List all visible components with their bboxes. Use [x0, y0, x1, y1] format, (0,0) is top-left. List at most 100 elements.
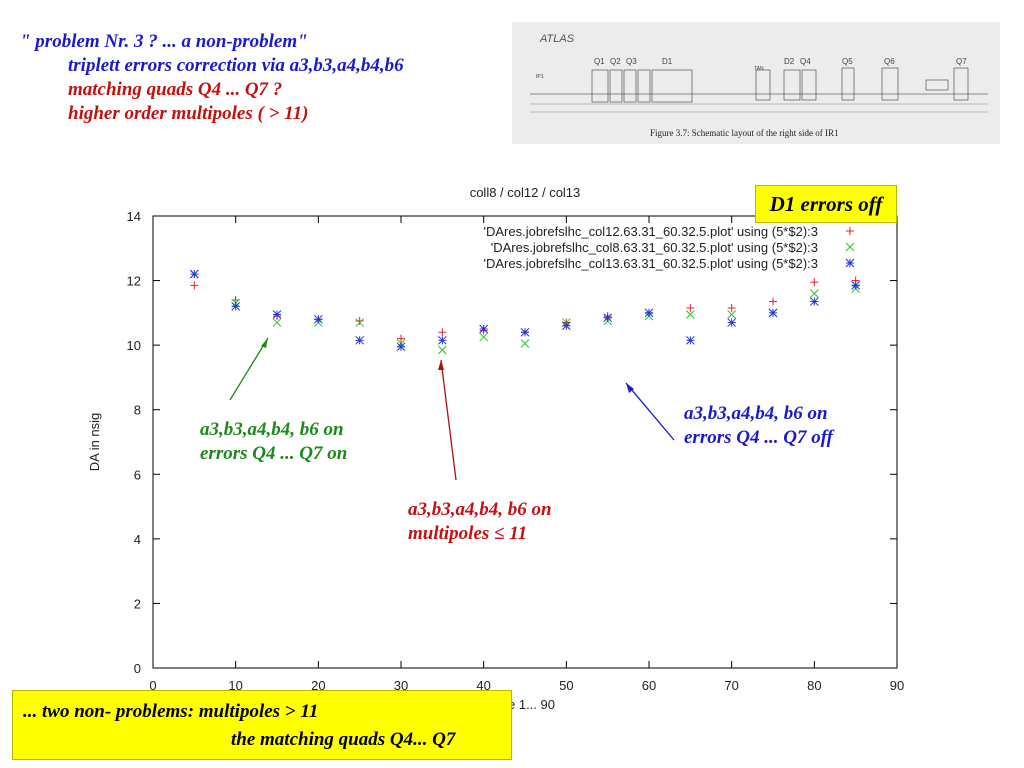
atlas-q4: Q4 — [800, 57, 811, 66]
annotation-blue-line-2: errors Q4 ... Q7 off — [684, 427, 834, 448]
annotation-blue-line-1: a3,b3,a4,b4, b6 on — [684, 403, 828, 424]
footer-note-box: ... two non- problems: multipoles > 11 t… — [12, 690, 512, 760]
annotation-blue: a3,b3,a4,b4, b6 on errors Q4 ... Q7 off — [684, 402, 833, 450]
data-point-series-2 — [520, 339, 530, 348]
green-arrow-head — [261, 338, 268, 348]
x-tick-label: 30 — [394, 678, 408, 693]
data-point-series-3 — [355, 335, 365, 345]
atlas-schematic: ATLAS IP1 Q1 Q2 Q3 D1 TAN D2 Q4 Q5 — [530, 33, 988, 138]
data-point-series-3 — [809, 297, 819, 306]
atlas-q5: Q5 — [842, 57, 853, 66]
data-point-series-2 — [355, 318, 365, 327]
data-point-series-3 — [851, 281, 861, 290]
atlas-q6: Q6 — [884, 57, 895, 66]
y-tick-label: 10 — [127, 338, 141, 353]
data-point-series-3 — [272, 310, 282, 319]
plot-frame — [152, 215, 898, 669]
x-tick-label: 90 — [890, 678, 904, 693]
x-tick-label: 10 — [228, 678, 242, 693]
header-line-3: matching quads Q4 ... Q7 ? — [68, 79, 283, 100]
data-point-series-2 — [272, 318, 282, 327]
data-point-series-3 — [603, 313, 613, 323]
footer-line-2: the matching quads Q4... Q7 — [231, 729, 456, 750]
annotation-red: a3,b3,a4,b4, b6 on multipoles ≤ 11 — [408, 498, 552, 546]
data-point-series-2 — [479, 332, 489, 342]
data-point-series-3 — [437, 335, 447, 345]
atlas-q3: Q3 — [626, 57, 637, 66]
x-tick-label: 70 — [724, 678, 738, 693]
data-point-series-1 — [190, 281, 199, 290]
annotation-red-line-1: a3,b3,a4,b4, b6 on — [408, 499, 552, 520]
y-tick-label: 8 — [134, 403, 141, 418]
data-point-series-3 — [313, 314, 323, 324]
legend-marker-3 — [845, 258, 855, 268]
x-tick-label: 20 — [311, 678, 325, 693]
legend-marker-2 — [845, 242, 855, 252]
legend-entry-1: 'DAres.jobrefslhc_col12.63.31_60.32.5.pl… — [483, 224, 818, 239]
legend-marker-1 — [846, 227, 854, 235]
atlas-label: ATLAS — [539, 33, 575, 45]
chart-legend: 'DAres.jobrefslhc_col12.63.31_60.32.5.pl… — [483, 224, 855, 271]
header-line-4: higher order multipoles ( > 11) — [68, 103, 309, 124]
legend-entry-3: 'DAres.jobrefslhc_col13.63.31_60.32.5.pl… — [483, 256, 818, 271]
annotation-green-line-1: a3,b3,a4,b4, b6 on — [200, 419, 344, 440]
chart-title: coll8 / col12 / col13 — [470, 185, 581, 200]
y-tick-label: 14 — [127, 209, 141, 224]
data-points — [189, 269, 861, 355]
green-arrow — [229, 337, 269, 401]
d1-errors-off-box: D1 errors off — [755, 185, 897, 223]
x-tick-label: 80 — [807, 678, 821, 693]
data-point-series-2 — [685, 310, 695, 319]
header-line-2: triplett errors correction via a3,b3,a4,… — [68, 55, 404, 76]
data-point-series-2 — [727, 310, 737, 319]
y-tick-label: 12 — [127, 274, 141, 289]
atlas-layout-figure: ATLAS IP1 Q1 Q2 Q3 D1 TAN D2 Q4 Q5 — [512, 22, 1000, 144]
x-tick-label: 40 — [476, 678, 490, 693]
data-point-series-3 — [768, 308, 778, 318]
annotation-red-line-2: multipoles ≤ 11 — [408, 523, 528, 544]
atlas-caption: Figure 3.7: Schematic layout of the righ… — [650, 128, 838, 138]
red-arrow — [440, 359, 457, 481]
data-point-series-3 — [231, 302, 241, 311]
y-tick-label: 0 — [134, 661, 141, 676]
atlas-q7: Q7 — [956, 57, 967, 66]
footer-line-1: ... two non- problems: multipoles > 11 — [23, 701, 319, 722]
y-tick-label: 6 — [134, 467, 141, 482]
x-tick-label: 50 — [559, 678, 573, 693]
data-point-series-3 — [189, 269, 199, 279]
atlas-d2: D2 — [784, 57, 795, 66]
x-tick-label: 60 — [642, 678, 656, 693]
data-point-series-3 — [727, 318, 737, 327]
y-axis-label: DA in nsig — [87, 413, 102, 472]
data-point-series-3 — [644, 308, 654, 318]
header-notes: " problem Nr. 3 ? ... a non-problem" tri… — [20, 30, 404, 126]
x-tick-label: 0 — [149, 678, 156, 693]
header-line-1: " problem Nr. 3 ? ... a non-problem" — [20, 31, 308, 52]
data-point-series-2 — [437, 345, 447, 355]
data-point-series-1 — [397, 334, 405, 343]
atlas-d1: D1 — [662, 57, 673, 66]
blue-arrow-head — [626, 383, 634, 393]
data-point-series-3 — [561, 321, 571, 331]
x-axis-label: e 1... 90 — [508, 697, 555, 712]
atlas-tan: TAN — [754, 66, 764, 72]
blue-arrow — [625, 382, 675, 441]
data-point-series-1 — [438, 328, 447, 337]
data-point-series-3 — [396, 342, 406, 352]
annotation-green: a3,b3,a4,b4, b6 on errors Q4 ... Q7 on — [200, 418, 347, 466]
data-point-series-1 — [727, 304, 736, 313]
annotation-green-line-2: errors Q4 ... Q7 on — [200, 443, 348, 464]
data-point-series-1 — [769, 297, 777, 306]
data-point-series-3 — [520, 327, 530, 337]
data-point-series-1 — [810, 278, 819, 287]
data-point-series-3 — [685, 335, 695, 345]
legend-entry-2: 'DAres.jobrefslhc_col8.63.31_60.32.5.plo… — [491, 240, 818, 255]
atlas-q1: Q1 — [594, 57, 605, 66]
data-point-series-1 — [686, 304, 695, 313]
data-point-series-2 — [809, 289, 819, 298]
data-point-series-3 — [479, 324, 489, 334]
red-arrow-head — [438, 360, 444, 370]
y-tick-label: 4 — [134, 532, 141, 547]
data-point-series-1 — [355, 316, 364, 325]
